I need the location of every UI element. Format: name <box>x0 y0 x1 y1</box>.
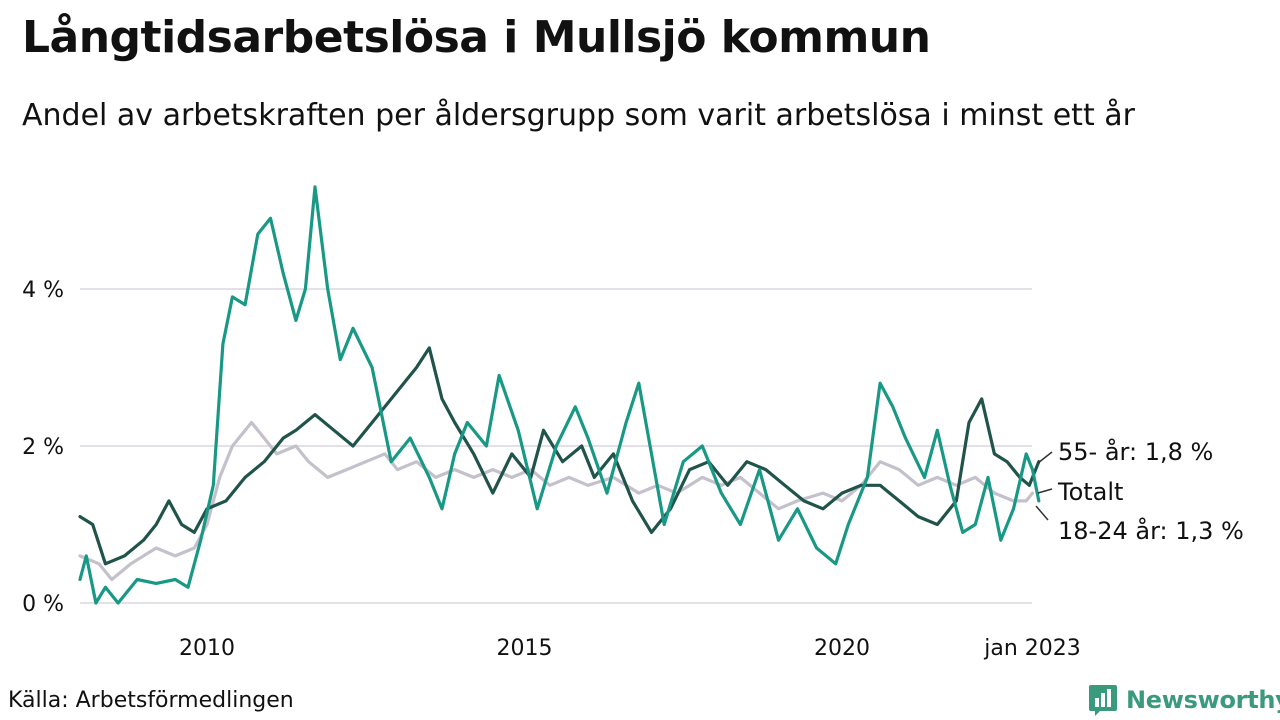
x-tick-label: 2015 <box>497 636 553 661</box>
y-tick-label: 2 % <box>22 435 64 460</box>
x-tick-label: jan 2023 <box>983 636 1081 661</box>
y-tick-label: 0 % <box>22 592 64 617</box>
series-end-label: 18-24 år: 1,3 % <box>1058 516 1244 545</box>
series-line-0 <box>78 420 1035 582</box>
series-lines <box>78 185 1041 605</box>
source-note: Källa: Arbetsförmedlingen <box>8 688 294 713</box>
series-end-label: 55- år: 1,8 % <box>1058 437 1213 466</box>
newsworthy-logo[interactable]: Newsworthy <box>1088 683 1280 717</box>
x-tick-label: 2020 <box>814 636 870 661</box>
x-axis-tick-labels: 2010 2015 2020 jan 2023 <box>179 636 1081 661</box>
brand-name: Newsworthy <box>1126 686 1280 714</box>
end-label-leader <box>1037 451 1053 464</box>
y-axis-tick-labels: 0 % 2 % 4 % <box>22 278 64 617</box>
series-line-1 <box>78 346 1041 566</box>
series-line-2 <box>78 185 1041 605</box>
end-label-leader <box>1037 488 1053 494</box>
chart-subtitle: Andel av arbetskraften per åldersgrupp s… <box>22 98 1135 133</box>
y-tick-label: 4 % <box>22 278 64 303</box>
series-end-label: Totalt <box>1057 478 1123 506</box>
x-tick-label: 2010 <box>179 636 235 661</box>
chart-title: Långtidsarbetslösa i Mullsjö kommun <box>22 12 931 63</box>
series-end-labels: Totalt 55- år: 1,8 % 18-24 år: 1,3 % <box>1035 437 1244 545</box>
bar-chart-logo-icon <box>1089 685 1117 716</box>
end-label-leader <box>1035 505 1049 521</box>
